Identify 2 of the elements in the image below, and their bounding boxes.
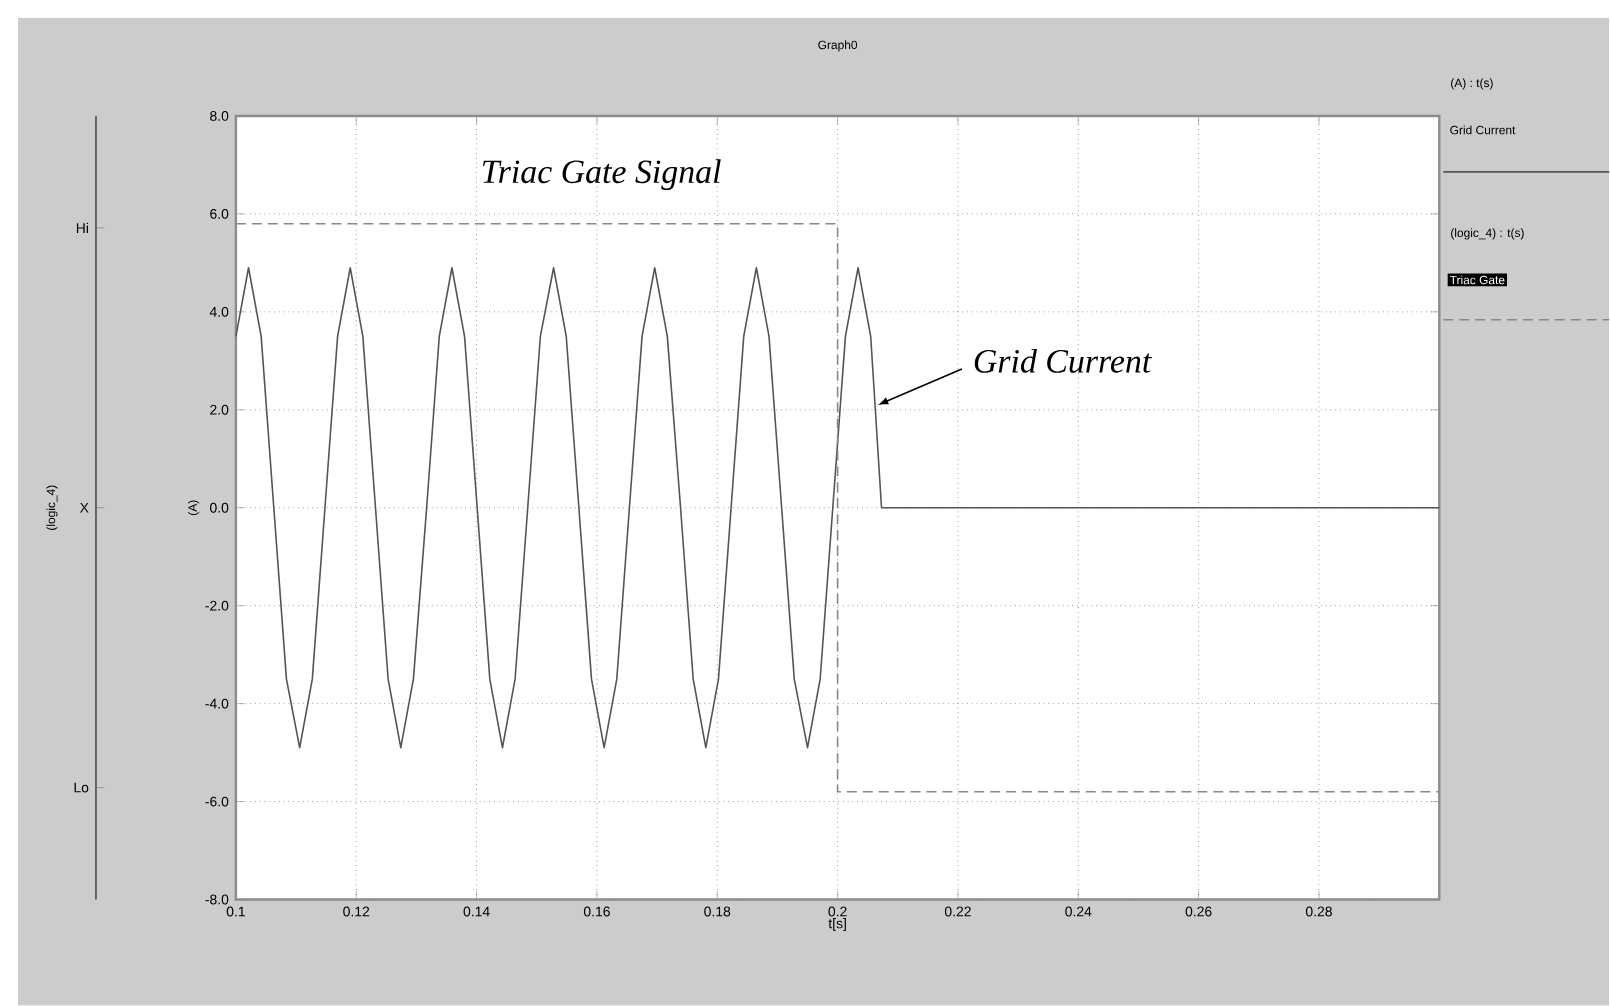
annotation: Grid Current — [974, 349, 1152, 374]
annotation: Triac Gate Signal — [482, 159, 721, 191]
